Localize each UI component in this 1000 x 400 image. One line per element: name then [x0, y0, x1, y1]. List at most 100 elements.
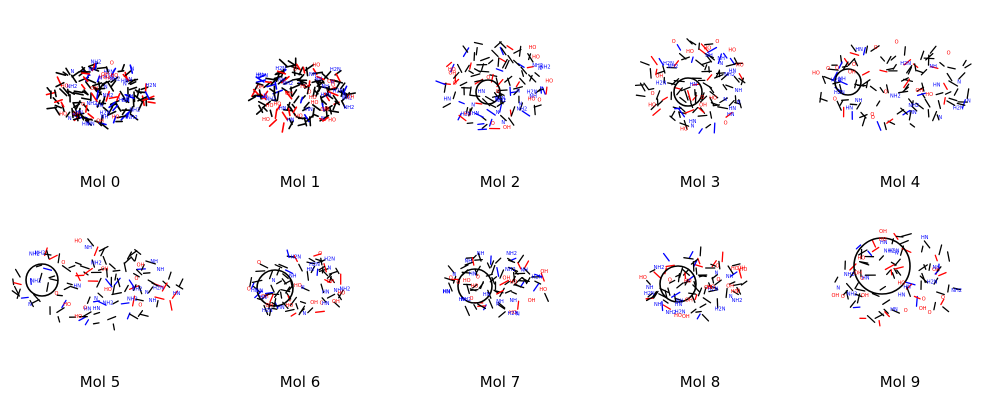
- bond-line: [130, 256, 135, 262]
- oxygen-atom-label: O: [456, 280, 460, 286]
- bond-line: [13, 282, 22, 286]
- bond-line: [648, 87, 655, 91]
- bond-line: [473, 304, 478, 310]
- bond-line: [340, 88, 345, 98]
- oxygen-atom-label: O: [826, 66, 830, 72]
- bond-line: [134, 94, 144, 103]
- bond-line: [911, 106, 918, 112]
- molecule-cell: NH2 N NH HO HO H2N H2N HO HO HO N O HO NH2 H2N N N O N N HN H…: [400, 0, 600, 200]
- bond-line: [898, 90, 909, 94]
- bond-line: [61, 265, 72, 273]
- bond-line: [290, 65, 300, 70]
- nitrogen-atom-label: NH2: [282, 81, 293, 87]
- bond-line: [866, 315, 876, 323]
- bond-line: [706, 74, 713, 81]
- bond-line: [102, 106, 109, 113]
- bond-line: [308, 257, 316, 263]
- bond-line: [321, 297, 327, 303]
- bond-line: [512, 271, 516, 283]
- nitrogen-atom-label: NH2: [342, 95, 353, 101]
- nitrogen-atom-label: NH2: [532, 63, 543, 69]
- bond-line: [103, 80, 111, 85]
- bond-line: [43, 267, 53, 271]
- nitrogen-atom-label: N: [303, 311, 307, 317]
- bond-line: [930, 65, 939, 70]
- nitrogen-atom-label: HN: [862, 276, 870, 282]
- bond-line: [900, 77, 909, 82]
- bond-line: [694, 294, 698, 301]
- bond-line: [871, 246, 880, 253]
- bond-line: [257, 100, 266, 106]
- oxygen-atom-label: O: [476, 275, 480, 281]
- nitrogen-atom-label: H2N: [119, 98, 130, 104]
- nitrogen-atom-label: NH2: [103, 93, 114, 99]
- nitrogen-atom-label: HN: [880, 240, 888, 246]
- bond-line: [132, 284, 137, 291]
- bond-line: [338, 289, 344, 299]
- bond-line: [534, 273, 543, 278]
- bond-line: [962, 59, 967, 67]
- bond-line: [171, 290, 179, 299]
- oxygen-atom-label: O: [81, 102, 85, 108]
- bond-line: [943, 97, 946, 105]
- bond-line: [943, 82, 948, 90]
- bond-line: [466, 122, 474, 125]
- bond-line: [736, 286, 742, 295]
- nitrogen-atom-label: H2N: [100, 111, 111, 117]
- nitrogen-atom-label: N: [737, 100, 741, 106]
- oxygen-atom-label: HO: [686, 49, 694, 55]
- bond-line: [508, 266, 519, 273]
- bond-line: [687, 90, 692, 101]
- bond-line: [110, 76, 119, 83]
- bond-line: [920, 68, 928, 76]
- nitrogen-atom-label: HN: [121, 78, 129, 84]
- nitrogen-atom-label: H2N: [309, 262, 320, 268]
- bond-line: [475, 102, 483, 105]
- bond-line: [953, 88, 959, 96]
- bond-line: [87, 238, 95, 247]
- bond-line: [96, 90, 99, 100]
- bond-line: [506, 45, 514, 51]
- nitrogen-atom-label: NH2: [506, 251, 517, 257]
- bond-line: [929, 45, 937, 54]
- bond-line: [265, 77, 277, 81]
- bond-line: [948, 97, 958, 102]
- oxygen-atom-label: OH: [347, 95, 355, 101]
- bond-line: [849, 52, 860, 56]
- bond-line: [837, 80, 848, 86]
- bond-line: [48, 254, 58, 260]
- bond-line: [706, 55, 713, 63]
- bond-line: [908, 110, 912, 121]
- oxygen-atom-label: OH: [265, 303, 273, 309]
- bond-line: [312, 86, 316, 97]
- bond-line: [105, 278, 113, 288]
- molecule-cell: OH NH2 HN NH H2N N HO OH HN NH OH O HN OH N H2N OH O O HN O N…: [200, 200, 400, 400]
- bond-line: [112, 284, 116, 295]
- bond-line: [138, 285, 143, 295]
- oxygen-atom-label: O: [538, 97, 542, 103]
- bond-line: [732, 290, 739, 296]
- oxygen-atom-label: HO: [295, 114, 303, 120]
- bond-line: [137, 96, 148, 102]
- nitrogen-atom-label: NH: [477, 251, 485, 257]
- molecule-cell: HN NH O NH2 HO HN NH HN HO HO NH2 HO OH N HO N NH2 HN HO OH…: [200, 0, 400, 200]
- bond-line: [933, 301, 937, 311]
- bond-line: [145, 260, 156, 265]
- bond-line: [144, 91, 150, 100]
- bond-line: [142, 272, 151, 274]
- bond-line: [178, 278, 184, 287]
- nitrogen-atom-label: HN: [87, 122, 95, 128]
- oxygen-atom-label: OH: [503, 276, 511, 282]
- bond-line: [738, 73, 744, 81]
- bond-line: [684, 278, 689, 286]
- bond-line: [96, 277, 102, 288]
- bond-line: [721, 251, 724, 263]
- nitrogen-atom-label: NH: [157, 267, 165, 273]
- oxygen-atom-label: O: [736, 289, 740, 295]
- bond-line: [718, 260, 721, 270]
- oxygen-atom-label: OH: [861, 293, 869, 299]
- bond-line: [108, 263, 116, 270]
- bond-line: [79, 113, 87, 120]
- bond-line: [936, 291, 945, 296]
